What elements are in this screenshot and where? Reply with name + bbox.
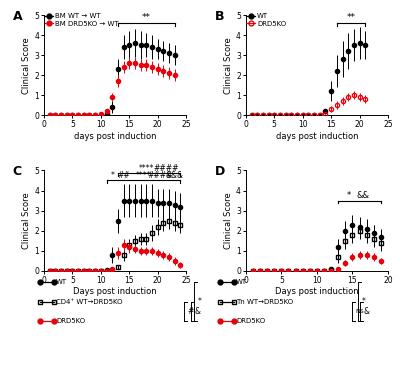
Text: C: C	[13, 165, 22, 179]
Text: DRD5KO: DRD5KO	[56, 318, 85, 324]
Text: *: *	[110, 171, 114, 180]
Text: D: D	[214, 165, 225, 179]
Y-axis label: Clinical Score: Clinical Score	[22, 37, 32, 94]
Text: **: **	[142, 13, 151, 22]
X-axis label: Days post induction: Days post induction	[73, 287, 157, 296]
Text: ####: ####	[154, 164, 179, 173]
Y-axis label: Clinical Score: Clinical Score	[22, 192, 32, 249]
Text: &: &	[195, 307, 201, 316]
Text: WT: WT	[236, 279, 247, 285]
Y-axis label: Clinical Score: Clinical Score	[224, 37, 233, 94]
Text: ####: ####	[148, 171, 173, 180]
Legend: BM WT → WT, BM DRD5KO → WT: BM WT → WT, BM DRD5KO → WT	[45, 14, 119, 27]
Text: NS: NS	[356, 309, 364, 314]
Text: ****: ****	[136, 171, 151, 180]
Text: A: A	[13, 10, 22, 23]
X-axis label: Days post induction: Days post induction	[275, 287, 359, 296]
Text: #: #	[188, 307, 194, 316]
X-axis label: days post induction: days post induction	[74, 132, 156, 141]
Text: &: &	[364, 307, 370, 316]
Text: *: *	[362, 297, 366, 306]
Y-axis label: Clinical Score: Clinical Score	[224, 192, 233, 249]
Text: CD4⁺ WT→DRD5KO: CD4⁺ WT→DRD5KO	[56, 299, 122, 305]
Text: ##: ##	[117, 171, 130, 180]
Text: *: *	[198, 297, 202, 306]
Text: DRD5KO: DRD5KO	[236, 318, 265, 324]
Text: *: *	[347, 191, 351, 200]
Text: ****: ****	[138, 164, 154, 173]
Legend: WT, DRD5KO: WT, DRD5KO	[246, 14, 286, 27]
Text: WT: WT	[56, 279, 67, 285]
Text: B: B	[214, 10, 224, 23]
X-axis label: days post induction: days post induction	[276, 132, 358, 141]
Text: **: **	[346, 13, 356, 22]
Text: Tn WT→DRD5KO: Tn WT→DRD5KO	[236, 299, 293, 305]
Text: &&&: &&&	[166, 171, 184, 180]
Text: &&: &&	[357, 191, 370, 200]
